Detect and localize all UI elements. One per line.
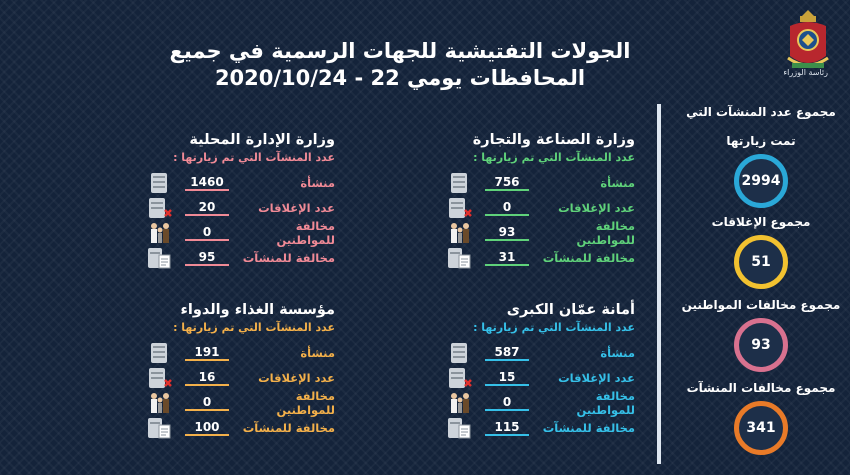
row-facilities: منشأة 1460 <box>120 170 335 195</box>
row-citizen-violations: مخالفة للمواطنين 0 <box>120 388 335 417</box>
panel-local-administration: وزارة الإدارة المحلية عدد المنشآت التي ت… <box>120 130 335 270</box>
row-label: منشأة <box>600 345 635 360</box>
row-value: 115 <box>485 420 529 436</box>
row-label: مخالفة للمواطنين <box>276 218 335 247</box>
panel-title: أمانة عمّان الكبرى <box>506 302 635 318</box>
panel-food-drug: مؤسسة الغذاء والدواء عدد المنشآت التي تم… <box>120 300 335 440</box>
total-closures-label: مجموع الإغلاقات <box>711 215 811 229</box>
violation-doc-icon <box>448 417 471 438</box>
jordan-coat-of-arms-icon <box>787 10 829 68</box>
row-value: 93 <box>485 225 529 241</box>
title-line-1: الجولات التفتيشية للجهات الرسمية في جميع <box>169 39 631 63</box>
building-icon <box>151 342 167 363</box>
row-label: مخالفة للمنشآت <box>542 250 635 265</box>
total-closures-badge: 51 <box>734 235 788 289</box>
row-value: 31 <box>485 250 529 266</box>
panel-title: وزارة الإدارة المحلية <box>189 132 335 148</box>
row-facilities: منشأة 756 <box>420 170 635 195</box>
row-closures: عدد الإغلاقات 15 <box>420 365 635 390</box>
row-label: مخالفة للمواطنين <box>576 218 635 247</box>
row-citizen-violations: مخالفة للمواطنين 0 <box>420 388 635 417</box>
row-value: 0 <box>185 395 229 411</box>
row-value: 20 <box>185 200 229 216</box>
row-label: عدد الإغلاقات <box>258 370 335 385</box>
panel-subtitle: عدد المنشآت التي تم زيارتها : <box>473 151 635 164</box>
row-closures: عدد الإغلاقات 0 <box>420 195 635 220</box>
closure-icon <box>449 367 472 388</box>
row-label: مخالفة للمواطنين <box>576 388 635 417</box>
row-label: مخالفة للمنشآت <box>242 250 335 265</box>
row-facility-violations: مخالفة للمنشآت 100 <box>120 415 335 440</box>
row-value: 1460 <box>185 175 229 191</box>
violation-doc-icon <box>148 417 171 438</box>
row-label: مخالفة للمواطنين <box>276 388 335 417</box>
totals-column: مجموع عدد المنشآت التي تمت زيارتها 2994 … <box>672 100 850 461</box>
row-value: 0 <box>485 200 529 216</box>
row-value: 95 <box>185 250 229 266</box>
violation-doc-icon <box>448 247 471 268</box>
panel-subtitle: عدد المنشآت التي تم زيارتها : <box>473 321 635 334</box>
panel-subtitle: عدد المنشآت التي تم زيارتها : <box>173 321 335 334</box>
closure-icon <box>149 197 172 218</box>
citizens-icon <box>451 392 469 413</box>
building-icon <box>451 342 467 363</box>
row-value: 100 <box>185 420 229 436</box>
panel-title: وزارة الصناعة والتجارة <box>472 132 635 148</box>
total-facilities-label-2: تمت زيارتها <box>726 134 796 148</box>
row-value: 16 <box>185 370 229 386</box>
divider <box>657 104 661 464</box>
panel-greater-amman: أمانة عمّان الكبرى عدد المنشآت التي تم ز… <box>420 300 635 440</box>
row-label: منشأة <box>300 345 335 360</box>
row-value: 756 <box>485 175 529 191</box>
row-citizen-violations: مخالفة للمواطنين 0 <box>120 218 335 247</box>
total-facilities-label: مجموع عدد المنشآت التي <box>686 105 836 119</box>
panel-subtitle: عدد المنشآت التي تم زيارتها : <box>173 151 335 164</box>
row-closures: عدد الإغلاقات 20 <box>120 195 335 220</box>
logo-caption: رئاسة الوزراء <box>783 68 828 77</box>
row-label: عدد الإغلاقات <box>558 200 635 215</box>
total-facility-violations-badge: 341 <box>734 401 788 455</box>
row-label: عدد الإغلاقات <box>258 200 335 215</box>
row-value: 587 <box>485 345 529 361</box>
building-icon <box>451 172 467 193</box>
row-facilities: منشأة 587 <box>420 340 635 365</box>
citizens-icon <box>151 392 169 413</box>
panel-industry-trade: وزارة الصناعة والتجارة عدد المنشآت التي … <box>420 130 635 270</box>
row-citizen-violations: مخالفة للمواطنين 93 <box>420 218 635 247</box>
row-facilities: منشأة 191 <box>120 340 335 365</box>
row-label: مخالفة للمنشآت <box>542 420 635 435</box>
row-value: 0 <box>185 225 229 241</box>
total-facility-violations-label: مجموع مخالفات المنشآت <box>686 381 836 395</box>
row-value: 15 <box>485 370 529 386</box>
row-facility-violations: مخالفة للمنشآت 115 <box>420 415 635 440</box>
row-label: مخالفة للمنشآت <box>242 420 335 435</box>
row-value: 191 <box>185 345 229 361</box>
row-label: عدد الإغلاقات <box>558 370 635 385</box>
row-label: منشأة <box>300 175 335 190</box>
row-facility-violations: مخالفة للمنشآت 31 <box>420 245 635 270</box>
building-icon <box>151 172 167 193</box>
panel-title: مؤسسة الغذاء والدواء <box>180 302 335 318</box>
violation-doc-icon <box>148 247 171 268</box>
row-value: 0 <box>485 395 529 411</box>
citizens-icon <box>451 222 469 243</box>
page-title: الجولات التفتيشية للجهات الرسمية في جميع… <box>150 38 650 92</box>
closure-icon <box>449 197 472 218</box>
row-facility-violations: مخالفة للمنشآت 95 <box>120 245 335 270</box>
total-facilities-badge: 2994 <box>734 154 788 208</box>
total-citizen-violations-label: مجموع مخالفات المواطنين <box>681 298 841 312</box>
row-label: منشأة <box>600 175 635 190</box>
row-closures: عدد الإغلاقات 16 <box>120 365 335 390</box>
total-citizen-violations-badge: 93 <box>734 318 788 372</box>
citizens-icon <box>151 222 169 243</box>
title-line-2: المحافظات يومي 22 - 2020/10/24 <box>214 66 586 90</box>
closure-icon <box>149 367 172 388</box>
